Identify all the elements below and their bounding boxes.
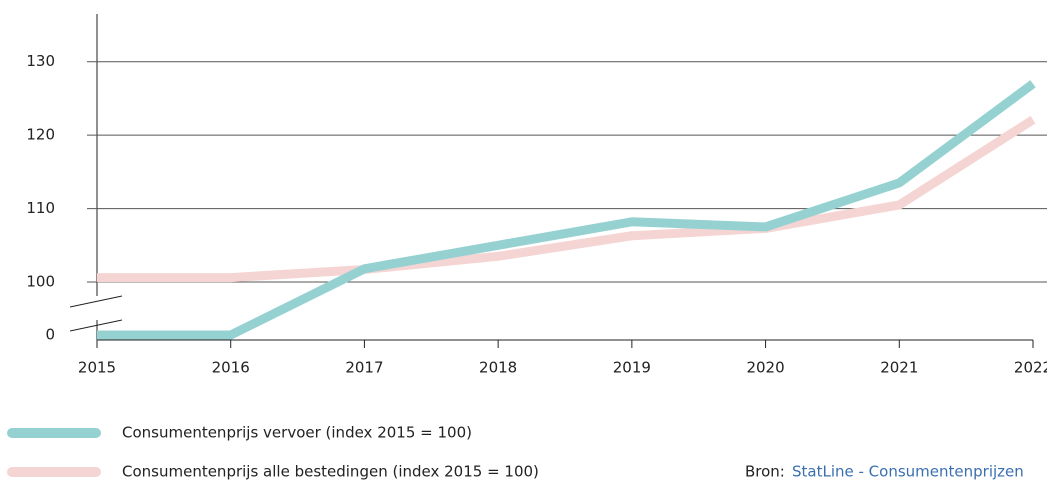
- source-label: Bron:: [745, 463, 785, 481]
- y-tick-label: 120: [26, 126, 55, 144]
- axis-break: [69, 295, 123, 308]
- x-tick-label: 2015: [78, 359, 116, 377]
- source-link[interactable]: StatLine - Consumentenprijzen: [792, 463, 1024, 481]
- legend-label: Consumentenprijs vervoer (index 2015 = 1…: [122, 424, 472, 442]
- x-tick-label: 2021: [880, 359, 918, 377]
- y-tick-label: 130: [26, 52, 55, 70]
- y-tick-label: 100: [26, 273, 55, 291]
- x-tick-label: 2016: [212, 359, 250, 377]
- series-line: [97, 80, 1036, 340]
- series-line: [97, 115, 1036, 283]
- x-tick-label: 2019: [613, 359, 651, 377]
- legend-label: Consumentenprijs alle bestedingen (index…: [122, 463, 539, 481]
- x-tick-label: 2017: [345, 359, 383, 377]
- x-tick-label: 2022: [1014, 359, 1047, 377]
- x-tick-label: 2018: [479, 359, 517, 377]
- axis-break-gap: [90, 296, 104, 320]
- y-tick-label: 0: [45, 326, 55, 344]
- axis-break: [69, 319, 123, 332]
- y-tick-label: 110: [26, 199, 55, 217]
- x-tick-label: 2020: [746, 359, 784, 377]
